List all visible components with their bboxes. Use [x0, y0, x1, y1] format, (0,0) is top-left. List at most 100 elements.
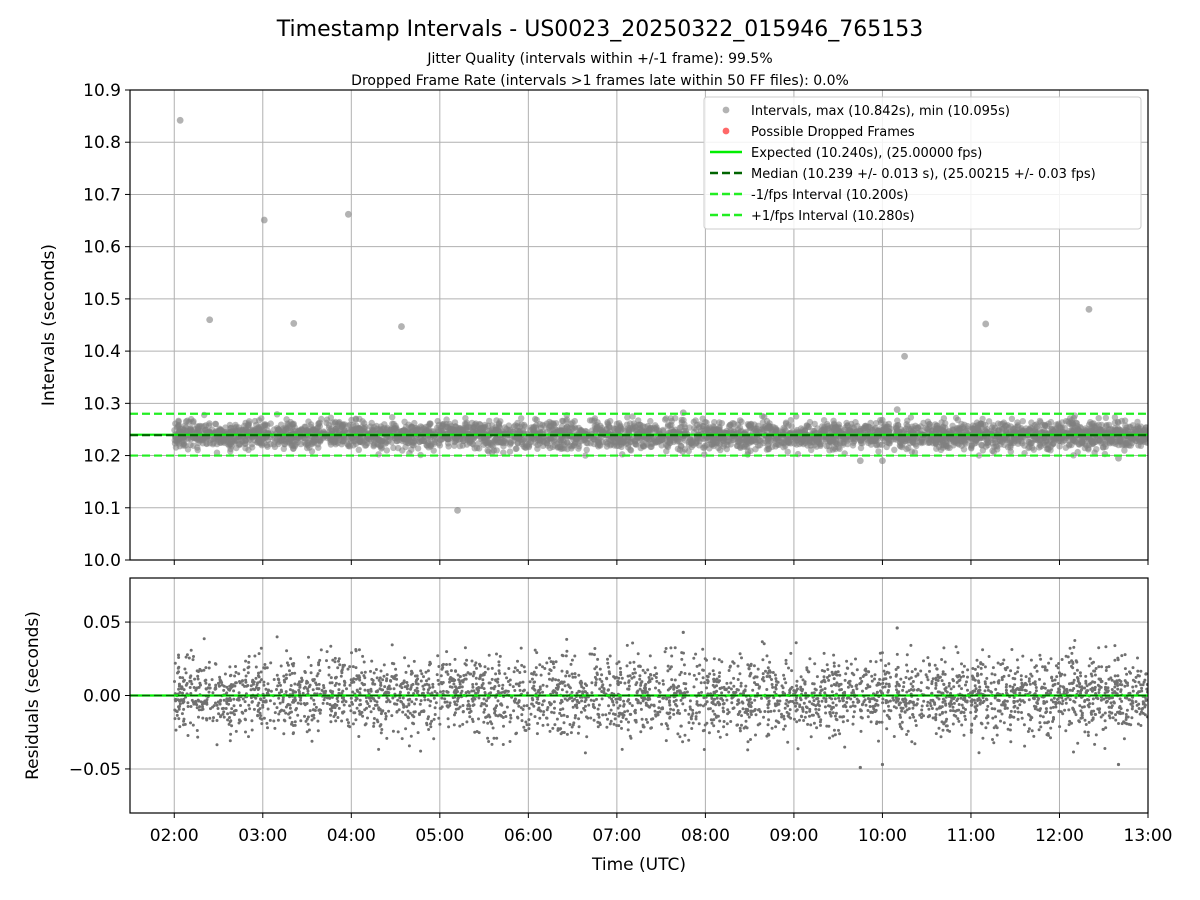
interval-point [973, 439, 980, 446]
residual-point [312, 702, 316, 706]
residual-point [701, 704, 705, 708]
residual-point [390, 643, 394, 647]
residual-point [717, 658, 721, 662]
residual-point [833, 714, 837, 718]
residual-point [646, 720, 649, 724]
residual-point [437, 682, 441, 686]
residual-point [960, 703, 964, 707]
residual-point [337, 657, 341, 661]
residual-point [340, 669, 344, 673]
residual-point [521, 680, 525, 684]
residual-point [951, 705, 955, 709]
residual-point [639, 707, 643, 711]
interval-point [195, 423, 202, 430]
interval-point [329, 419, 336, 426]
residual-point [465, 720, 469, 724]
residual-point [977, 696, 981, 700]
residual-point [1084, 674, 1088, 678]
residual-point [370, 659, 374, 663]
residual-point [417, 712, 421, 716]
residual-point [760, 696, 763, 700]
residual-point [541, 723, 545, 727]
residual-point [424, 670, 428, 674]
interval-point [213, 449, 221, 456]
residual-point [268, 718, 272, 722]
interval-point [1123, 427, 1130, 434]
residual-point [913, 667, 917, 671]
residual-point [293, 671, 297, 675]
residual-point [887, 662, 891, 666]
residual-point [318, 669, 322, 673]
residual-point [582, 686, 586, 690]
residual-point [935, 707, 939, 711]
interval-point [420, 437, 427, 445]
interval-point [842, 424, 849, 431]
interval-point [213, 440, 221, 448]
residual-point [678, 673, 682, 677]
interval-point [571, 417, 578, 425]
interval-point [1093, 446, 1100, 453]
residual-point [224, 707, 228, 710]
residual-point [527, 706, 531, 710]
interval-point [314, 441, 322, 448]
residual-point [881, 678, 885, 682]
residual-point [795, 696, 798, 700]
interval-point [258, 415, 265, 422]
residual-point [573, 672, 577, 676]
residual-point [964, 683, 967, 687]
interval-point [752, 446, 759, 453]
residual-point [1072, 750, 1075, 754]
residual-point [851, 722, 855, 726]
interval-point [1121, 447, 1128, 454]
interval-point [373, 435, 381, 442]
interval-point [281, 427, 288, 434]
top-y-axis-label: Intervals (seconds) [39, 244, 59, 406]
residual-point [618, 666, 622, 670]
residual-point [1130, 707, 1134, 711]
residual-point [654, 713, 658, 717]
residual-point [956, 717, 960, 721]
residual-point [314, 705, 318, 709]
interval-point [974, 424, 982, 432]
residual-point [684, 682, 688, 686]
residual-point [910, 740, 914, 744]
residual-point [372, 724, 376, 728]
interval-point [836, 445, 843, 452]
residual-point [895, 652, 899, 656]
residual-point [487, 653, 491, 657]
interval-point [661, 416, 669, 423]
residual-point [183, 722, 187, 726]
residual-point [497, 669, 501, 673]
residual-point [318, 711, 322, 715]
residual-point [480, 683, 484, 687]
interval-point [231, 425, 238, 432]
interval-point [171, 437, 178, 444]
interval-point [302, 423, 309, 431]
interval-point [873, 442, 880, 449]
residual-point [922, 659, 925, 663]
interval-point [862, 422, 869, 429]
residual-point [281, 696, 285, 700]
interval-point [602, 438, 609, 446]
interval-outlier-point [982, 320, 990, 328]
residual-point [681, 740, 685, 744]
interval-point [960, 446, 968, 453]
top-plot-frame [129, 89, 1149, 561]
interval-point [245, 446, 252, 453]
residual-point [571, 705, 575, 709]
interval-point [1086, 428, 1093, 435]
residual-point [747, 667, 751, 670]
interval-point [359, 439, 366, 446]
residual-point [683, 672, 687, 675]
residual-point [181, 676, 185, 680]
interval-point [1069, 436, 1076, 443]
residual-point [1118, 697, 1122, 701]
residual-point [1035, 669, 1039, 673]
interval-point [411, 419, 418, 427]
residual-point [702, 748, 706, 751]
interval-outlier-point [398, 323, 405, 330]
residual-point [250, 728, 254, 732]
residual-point [419, 749, 423, 753]
residual-point [1028, 691, 1032, 694]
interval-point [822, 438, 829, 445]
